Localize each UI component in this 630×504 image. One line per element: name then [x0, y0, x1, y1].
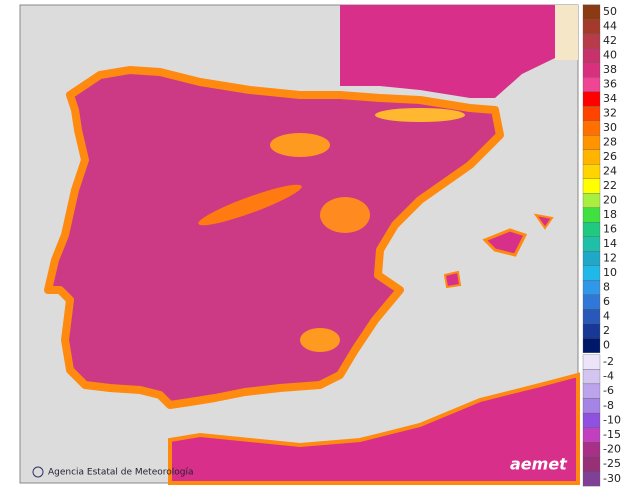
highland — [270, 133, 330, 157]
legend-label: 0 — [603, 339, 610, 352]
legend-swatch — [582, 164, 601, 179]
island — [443, 270, 462, 289]
legend-label: 34 — [603, 92, 617, 105]
legend-swatch — [582, 19, 601, 34]
copyright-icon — [32, 466, 44, 478]
legend-label: 12 — [603, 252, 617, 265]
legend-label: 10 — [603, 266, 617, 279]
legend-swatch — [582, 251, 601, 266]
legend-label: 2 — [603, 324, 610, 337]
legend-swatch — [582, 48, 601, 63]
legend-label: -4 — [603, 370, 614, 383]
agency-credit: Agencia Estatal de Meteorología — [48, 468, 194, 478]
legend-swatch — [582, 412, 601, 428]
legend-swatch — [582, 265, 601, 281]
legend-swatch — [582, 207, 601, 223]
legend-label: -6 — [603, 384, 614, 397]
legend-label: -30 — [603, 472, 621, 485]
legend-label: -20 — [603, 443, 621, 456]
legend-swatch — [582, 106, 601, 121]
legend-swatch — [582, 294, 601, 310]
legend-label: -8 — [603, 399, 614, 412]
legend-swatch — [582, 354, 601, 370]
legend-label: 26 — [603, 150, 617, 163]
legend-label: 6 — [603, 295, 610, 308]
legend-swatch — [582, 383, 601, 399]
legend-label: 18 — [603, 208, 617, 221]
edge — [555, 5, 578, 60]
legend-swatch — [582, 33, 601, 49]
legend-swatch — [582, 222, 601, 237]
legend: 5044424038363432302826242220181614121086… — [582, 4, 621, 487]
legend-label: 30 — [603, 121, 617, 134]
legend-swatch — [582, 280, 601, 295]
legend-label: 16 — [603, 223, 617, 236]
highland — [320, 197, 370, 233]
legend-swatch — [582, 62, 601, 78]
island — [482, 228, 528, 257]
legend-label: 8 — [603, 281, 610, 294]
legend-label: 42 — [603, 34, 617, 47]
legend-swatch — [582, 442, 601, 458]
iberia — [44, 66, 504, 409]
legend-swatch — [582, 338, 601, 353]
legend-label: -25 — [603, 457, 621, 470]
logo: aemet — [510, 455, 568, 474]
legend-label: -10 — [603, 413, 621, 426]
legend-label: 28 — [603, 136, 617, 149]
legend-label: 24 — [603, 165, 617, 178]
legend-swatch — [582, 77, 601, 92]
legend-label: 20 — [603, 194, 617, 207]
legend-swatch — [582, 398, 601, 414]
legend-label: 22 — [603, 179, 617, 192]
legend-swatch — [582, 149, 601, 165]
legend-swatch — [582, 456, 601, 472]
legend-label: 36 — [603, 78, 617, 91]
legend-label: -2 — [603, 355, 614, 368]
legend-swatch — [582, 91, 601, 107]
legend-swatch — [582, 427, 601, 443]
legend-label: 32 — [603, 107, 617, 120]
africa — [168, 372, 580, 485]
france — [340, 5, 555, 98]
legend-swatch — [582, 369, 601, 385]
legend-label: 38 — [603, 63, 617, 76]
legend-swatch — [582, 236, 601, 252]
island — [533, 213, 554, 230]
legend-label: 50 — [603, 5, 617, 18]
legend-swatch — [582, 4, 601, 20]
legend-swatch — [582, 193, 601, 208]
legend-label: -15 — [603, 428, 621, 441]
legend-label: 40 — [603, 49, 617, 62]
legend-swatch — [582, 120, 601, 136]
legend-swatch — [582, 471, 601, 487]
legend-label: 14 — [603, 237, 617, 250]
legend-swatch — [582, 309, 601, 324]
highland — [300, 328, 340, 352]
highland — [375, 108, 465, 122]
highland — [198, 184, 302, 226]
legend-label: 44 — [603, 20, 617, 33]
legend-swatch — [582, 178, 601, 194]
legend-label: 4 — [603, 310, 610, 323]
legend-swatch — [582, 323, 601, 339]
legend-swatch — [582, 135, 601, 150]
